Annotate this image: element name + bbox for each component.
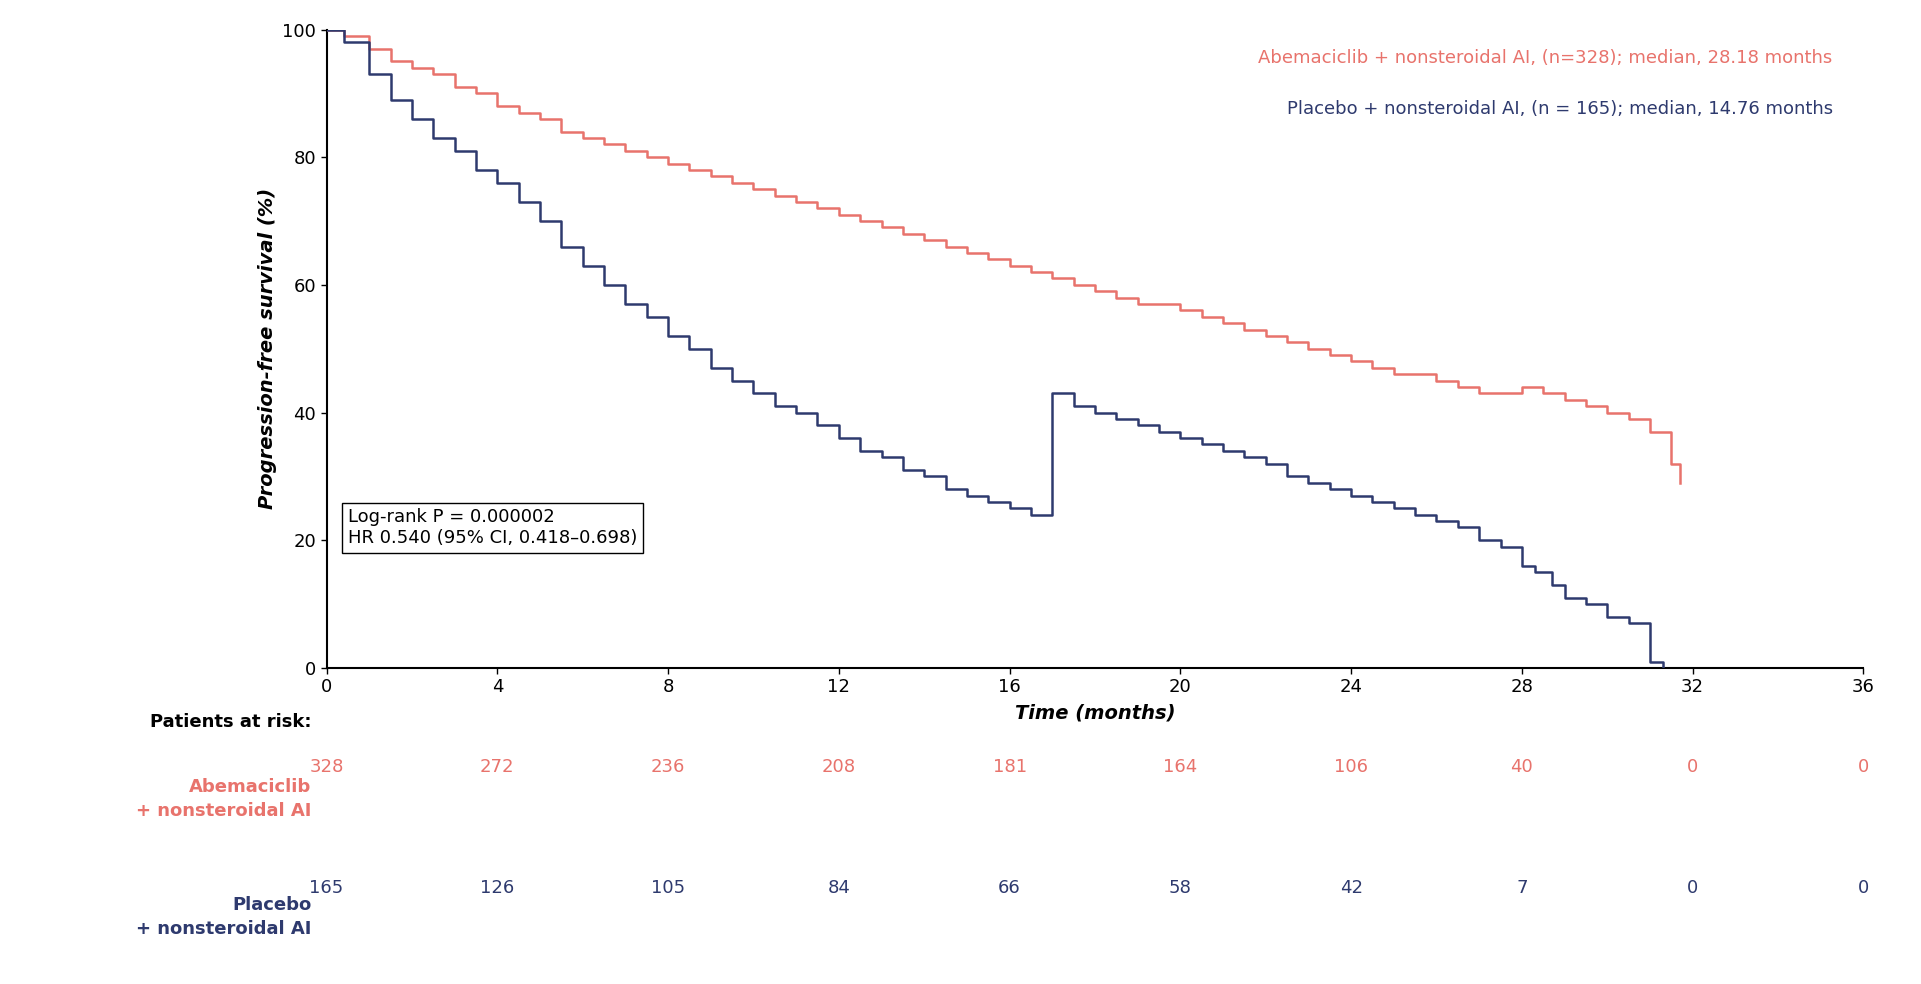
Text: 105: 105 [651, 879, 686, 896]
Text: 84: 84 [828, 879, 851, 896]
Y-axis label: Progression-free survival (%): Progression-free survival (%) [257, 188, 277, 510]
Text: 236: 236 [651, 759, 686, 776]
Text: 126: 126 [480, 879, 515, 896]
Text: 58: 58 [1168, 879, 1191, 896]
Text: 0: 0 [1687, 879, 1698, 896]
Text: 0: 0 [1858, 879, 1869, 896]
Text: 106: 106 [1333, 759, 1368, 776]
Text: Log-rank P = 0.000002
HR 0.540 (95% CI, 0.418–0.698): Log-rank P = 0.000002 HR 0.540 (95% CI, … [348, 509, 638, 547]
Text: 208: 208 [822, 759, 857, 776]
X-axis label: Time (months): Time (months) [1014, 704, 1176, 722]
Text: 181: 181 [993, 759, 1026, 776]
Text: 165: 165 [309, 879, 344, 896]
Text: 66: 66 [999, 879, 1020, 896]
Text: Abemaciclib + nonsteroidal AI, (n=328); median, 28.18 months: Abemaciclib + nonsteroidal AI, (n=328); … [1258, 48, 1833, 67]
Text: 42: 42 [1339, 879, 1362, 896]
Text: 0: 0 [1858, 759, 1869, 776]
Text: Patients at risk:: Patients at risk: [150, 712, 311, 730]
Text: 0: 0 [1687, 759, 1698, 776]
Text: Placebo
+ nonsteroidal AI: Placebo + nonsteroidal AI [136, 895, 311, 938]
Text: Abemaciclib
+ nonsteroidal AI: Abemaciclib + nonsteroidal AI [136, 778, 311, 820]
Text: 164: 164 [1164, 759, 1197, 776]
Text: 328: 328 [309, 759, 344, 776]
Text: Placebo + nonsteroidal AI, (n = 165); median, 14.76 months: Placebo + nonsteroidal AI, (n = 165); me… [1287, 99, 1833, 118]
Text: 40: 40 [1510, 759, 1533, 776]
Text: 272: 272 [480, 759, 515, 776]
Text: 7: 7 [1516, 879, 1527, 896]
